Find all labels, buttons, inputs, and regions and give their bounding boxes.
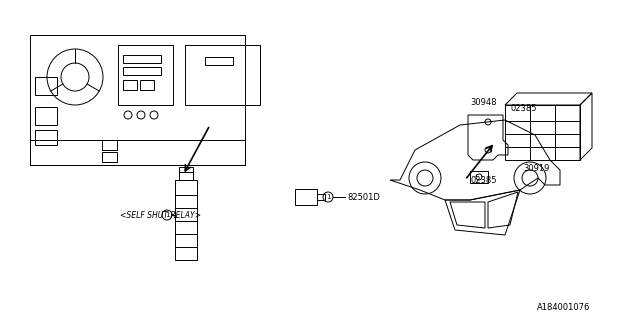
Bar [30, 140, 245, 165]
Bar [102, 140, 117, 150]
Bar [470, 171, 488, 183]
Bar [317, 194, 325, 200]
Bar [123, 80, 137, 90]
Bar [205, 57, 233, 65]
Text: 1: 1 [326, 194, 330, 200]
Bar [175, 180, 197, 260]
Text: 30948: 30948 [470, 98, 497, 107]
Bar [505, 105, 580, 160]
Bar [185, 45, 260, 105]
Text: 02385: 02385 [510, 103, 536, 113]
Bar [35, 130, 57, 145]
Text: 1: 1 [164, 212, 169, 218]
Bar [102, 152, 117, 162]
Bar [179, 172, 193, 180]
Bar [30, 35, 245, 165]
Text: 30919: 30919 [523, 164, 549, 172]
Text: 02385: 02385 [470, 175, 497, 185]
Text: <SELF SHUT RELAY>: <SELF SHUT RELAY> [120, 211, 201, 220]
Bar [140, 80, 154, 90]
Bar [123, 55, 161, 63]
Bar [295, 189, 317, 205]
Bar [35, 107, 57, 125]
Bar [123, 67, 161, 75]
Bar [35, 77, 57, 95]
Bar [179, 167, 193, 172]
Text: 82501D: 82501D [347, 193, 380, 202]
Text: A184001076: A184001076 [536, 303, 590, 312]
Bar [118, 45, 173, 105]
